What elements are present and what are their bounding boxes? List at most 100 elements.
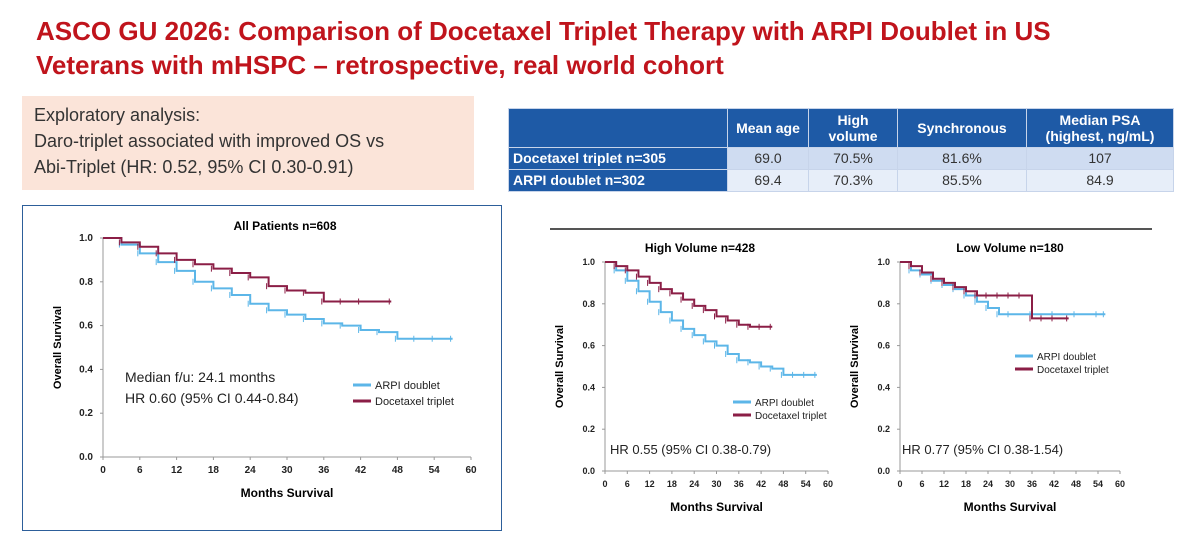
x-tick-label: 60 xyxy=(1115,479,1125,489)
legend-label: Docetaxel triplet xyxy=(375,396,454,408)
x-tick-label: 18 xyxy=(961,479,971,489)
km-curve-arpi xyxy=(605,261,817,376)
km-curve-docetaxel xyxy=(900,261,1069,320)
y-axis-label: Overall Survival xyxy=(850,325,861,408)
y-axis-label: Overall Survival xyxy=(52,306,64,389)
chart-title: Low Volume n=180 xyxy=(956,241,1064,255)
table-cell: 85.5% xyxy=(897,169,1027,192)
table-cell: 70.3% xyxy=(808,169,898,192)
x-tick-label: 54 xyxy=(801,479,811,489)
y-tick-label: 0.0 xyxy=(582,466,595,476)
chart-annotation: HR 0.77 (95% CI 0.38-1.54) xyxy=(902,442,1063,457)
y-tick-label: 0.8 xyxy=(582,299,595,309)
summary-table-header-row: Mean age High volume Synchronous Median … xyxy=(508,108,1174,148)
table-header-high-volume: High volume xyxy=(808,108,898,148)
y-tick-label: 0.6 xyxy=(79,321,93,332)
table-cell: 70.5% xyxy=(808,147,898,170)
y-tick-label: 0.4 xyxy=(79,364,93,375)
x-tick-label: 60 xyxy=(465,465,477,476)
y-tick-label: 0.0 xyxy=(877,466,890,476)
chart-title: All Patients n=608 xyxy=(233,219,336,233)
all-patients-panel: All Patients n=608 0 6 12 18 24 30 36 42 48 54 60 0.… xyxy=(22,205,502,531)
exploratory-line-1: Exploratory analysis: xyxy=(34,105,201,125)
x-tick-label: 30 xyxy=(281,465,293,476)
x-tick-label: 0 xyxy=(100,465,106,476)
slide-title-line-2: Veterans with mHSPC – retrospective, rea… xyxy=(36,50,724,80)
table-cell: 69.4 xyxy=(727,169,809,192)
x-tick-label: 54 xyxy=(1093,479,1103,489)
x-tick-label: 36 xyxy=(1027,479,1037,489)
y-tick-label: 0.4 xyxy=(582,382,595,392)
x-tick-label: 42 xyxy=(756,479,766,489)
x-axis-label: Months Survival xyxy=(241,486,334,500)
x-tick-label: 6 xyxy=(919,479,924,489)
table-cell: 69.0 xyxy=(727,147,809,170)
x-tick-label: 24 xyxy=(689,479,699,489)
x-axis-label: Months Survival xyxy=(964,500,1057,514)
table-cell: 84.9 xyxy=(1026,169,1174,192)
x-tick-label: 0 xyxy=(602,479,607,489)
summary-table: Mean age High volume Synchronous Median … xyxy=(508,108,1174,192)
y-tick-label: 0.6 xyxy=(582,341,595,351)
y-axis-label: Overall Survival xyxy=(554,325,566,408)
legend-label: ARPI doublet xyxy=(755,398,814,409)
x-tick-label: 30 xyxy=(1005,479,1015,489)
x-tick-label: 54 xyxy=(429,465,441,476)
slide-title: ASCO GU 2026: Comparison of Docetaxel Tr… xyxy=(36,14,1176,82)
x-tick-label: 42 xyxy=(355,465,367,476)
y-tick-label: 0.4 xyxy=(877,382,890,392)
y-tick-label: 0.2 xyxy=(582,424,595,434)
km-curve-arpi xyxy=(900,261,1106,316)
chart-annotation: HR 0.55 (95% CI 0.38-0.79) xyxy=(610,442,771,457)
table-row-label: Docetaxel triplet n=305 xyxy=(508,147,728,170)
slide-title-line-1: ASCO GU 2026: Comparison of Docetaxel Tr… xyxy=(36,16,1051,46)
x-tick-label: 48 xyxy=(1071,479,1081,489)
y-tick-label: 0.0 xyxy=(79,452,93,463)
chart-annotation: Median f/u: 24.1 months xyxy=(125,369,275,385)
table-header-mean-age: Mean age xyxy=(727,108,809,148)
table-row: ARPI doublet n=302 69.4 70.3% 85.5% 84.9 xyxy=(508,169,1174,192)
km-curve-docetaxel xyxy=(103,237,392,303)
x-tick-label: 36 xyxy=(734,479,744,489)
km-chart-low-volume: Low Volume n=180 0 6 12 18 24 30 36 42 48 54 60 0.0 0… xyxy=(850,241,1125,514)
x-tick-label: 24 xyxy=(245,465,257,476)
table-header-synchronous: Synchronous xyxy=(897,108,1027,148)
table-row-label: ARPI doublet n=302 xyxy=(508,169,728,192)
x-tick-label: 12 xyxy=(645,479,655,489)
exploratory-line-2: Daro-triplet associated with improved OS… xyxy=(34,131,385,151)
chart-annotation: HR 0.60 (95% CI 0.44-0.84) xyxy=(125,390,299,406)
x-tick-label: 12 xyxy=(171,465,183,476)
y-tick-label: 0.8 xyxy=(877,299,890,309)
y-tick-label: 0.6 xyxy=(877,341,890,351)
x-tick-label: 18 xyxy=(667,479,677,489)
x-tick-label: 18 xyxy=(208,465,220,476)
x-tick-label: 24 xyxy=(983,479,993,489)
y-tick-label: 0.8 xyxy=(79,277,93,288)
table-cell: 81.6% xyxy=(897,147,1027,170)
x-tick-label: 12 xyxy=(939,479,949,489)
x-tick-label: 60 xyxy=(823,479,833,489)
x-tick-label: 36 xyxy=(318,465,330,476)
y-tick-label: 1.0 xyxy=(79,233,93,244)
table-header-median-psa: Median PSA (highest, ng/mL) xyxy=(1026,108,1174,148)
km-chart-all-patients: All Patients n=608 0 6 12 18 24 30 36 42 48 54 60 0.… xyxy=(52,219,477,500)
legend-label: Docetaxel triplet xyxy=(1037,365,1109,376)
y-tick-label: 0.2 xyxy=(79,408,93,419)
x-tick-label: 42 xyxy=(1049,479,1059,489)
legend-label: ARPI doublet xyxy=(375,380,440,392)
exploratory-line-3: Abi-Triplet (HR: 0.52, 95% CI 0.30-0.91) xyxy=(34,157,354,177)
km-curve-docetaxel xyxy=(605,261,773,328)
table-row: Docetaxel triplet n=305 69.0 70.5% 81.6%… xyxy=(508,147,1174,170)
x-tick-label: 48 xyxy=(778,479,788,489)
y-tick-label: 0.2 xyxy=(877,424,890,434)
y-tick-label: 1.0 xyxy=(877,257,890,267)
y-tick-label: 1.0 xyxy=(582,257,595,267)
x-tick-label: 6 xyxy=(137,465,143,476)
exploratory-analysis-box: Exploratory analysis: Daro-triplet assoc… xyxy=(22,96,474,190)
table-cell: 107 xyxy=(1026,147,1174,170)
table-header-blank xyxy=(508,108,728,148)
legend-label: ARPI doublet xyxy=(1037,352,1096,363)
volume-subgroup-panel: High Volume n=428 0 6 12 18 24 30 36 42 48 54 60 0.0… xyxy=(550,228,1152,530)
km-chart-high-volume: High Volume n=428 0 6 12 18 24 30 36 42 48 54 60 0.0… xyxy=(554,241,833,514)
legend-label: Docetaxel triplet xyxy=(755,411,827,422)
